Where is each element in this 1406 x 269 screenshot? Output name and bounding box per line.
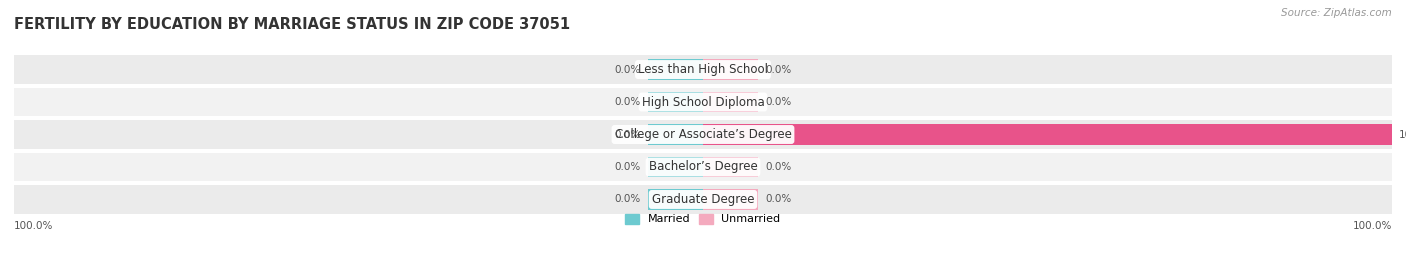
Bar (703, 125, 1392, 144)
Bar (703, 59, 758, 80)
Bar (648, 189, 703, 210)
Text: 0.0%: 0.0% (765, 65, 792, 75)
Text: Bachelor’s Degree: Bachelor’s Degree (648, 161, 758, 174)
Text: High School Diploma: High School Diploma (641, 95, 765, 108)
Text: Source: ZipAtlas.com: Source: ZipAtlas.com (1281, 8, 1392, 18)
Bar (703, 189, 758, 210)
Bar (14, 55, 1392, 84)
Text: 0.0%: 0.0% (614, 129, 641, 140)
Text: 0.0%: 0.0% (765, 194, 792, 204)
Text: Less than High School: Less than High School (638, 63, 768, 76)
Bar (703, 157, 758, 177)
Text: 100.0%: 100.0% (14, 221, 53, 231)
Text: 100.0%: 100.0% (1353, 221, 1392, 231)
Text: 0.0%: 0.0% (765, 97, 792, 107)
Bar (648, 59, 703, 80)
Bar (648, 157, 703, 177)
Text: 100.0%: 100.0% (1399, 129, 1406, 140)
Text: 0.0%: 0.0% (614, 97, 641, 107)
Bar (648, 125, 703, 144)
Text: College or Associate’s Degree: College or Associate’s Degree (614, 128, 792, 141)
Text: 0.0%: 0.0% (765, 162, 792, 172)
Text: 0.0%: 0.0% (614, 162, 641, 172)
Legend: Married, Unmarried: Married, Unmarried (621, 209, 785, 229)
Text: 0.0%: 0.0% (614, 194, 641, 204)
Bar (14, 120, 1392, 149)
Bar (14, 88, 1392, 116)
Bar (14, 185, 1392, 214)
Text: Graduate Degree: Graduate Degree (652, 193, 754, 206)
Text: 0.0%: 0.0% (614, 65, 641, 75)
Bar (648, 92, 703, 112)
Bar (703, 92, 758, 112)
Text: FERTILITY BY EDUCATION BY MARRIAGE STATUS IN ZIP CODE 37051: FERTILITY BY EDUCATION BY MARRIAGE STATU… (14, 17, 571, 32)
Bar (14, 153, 1392, 181)
